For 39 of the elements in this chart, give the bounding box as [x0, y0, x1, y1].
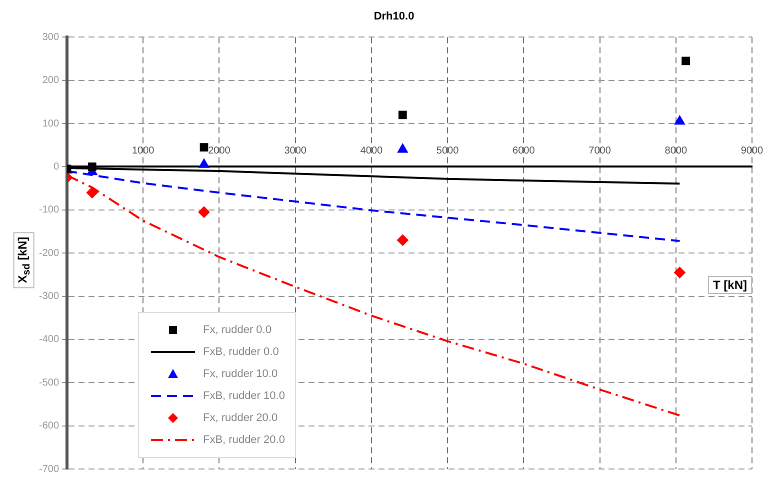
point — [398, 110, 407, 120]
x-axis-title: T [kN] — [708, 276, 752, 294]
x-tick-label: 8000 — [664, 145, 688, 156]
x-tick-label: 3000 — [284, 145, 307, 156]
point — [398, 144, 408, 153]
y-tick-label: -400 — [39, 334, 60, 346]
y-tick-label: 300 — [42, 32, 60, 43]
legend-label: Fx, rudder 20.0 — [203, 412, 278, 424]
x-tick-label: 2000 — [208, 145, 231, 156]
x-tick-label: 1000 — [132, 145, 155, 156]
point — [199, 159, 209, 168]
legend-label: Fx, rudder 10.0 — [203, 368, 278, 380]
point — [198, 206, 210, 218]
y-tick-label: -500 — [39, 377, 60, 388]
y-tick-label: 200 — [42, 75, 60, 86]
point — [86, 187, 98, 198]
point — [397, 234, 408, 246]
y-tick-label: 0 — [53, 161, 60, 172]
legend-label: Fx, rudder 0.0 — [203, 324, 272, 336]
x-tick-label: 9000 — [740, 145, 764, 156]
y-tick-label: -600 — [39, 420, 60, 432]
x-tick-label: 4000 — [360, 145, 384, 156]
x-tick-label: 7000 — [588, 145, 612, 156]
point — [674, 267, 686, 278]
y-tick-label: -100 — [39, 204, 60, 216]
point — [200, 143, 208, 152]
chart-title: Drh10.0 — [374, 10, 414, 23]
legend-label: FxB, rudder 20.0 — [203, 434, 285, 446]
y-tick-label: -200 — [39, 248, 60, 259]
legend-label: FxB, rudder 0.0 — [203, 346, 279, 358]
x-tick-label: 6000 — [512, 145, 536, 156]
legend-label: FxB, rudder 10.0 — [203, 390, 285, 402]
point — [674, 116, 685, 125]
x-tick-label: 5000 — [436, 145, 460, 156]
y-tick-label: 100 — [42, 118, 60, 130]
y-tick-label: -700 — [39, 464, 60, 475]
y-tick-label: -300 — [39, 291, 60, 302]
point — [682, 56, 690, 66]
point — [88, 162, 96, 171]
